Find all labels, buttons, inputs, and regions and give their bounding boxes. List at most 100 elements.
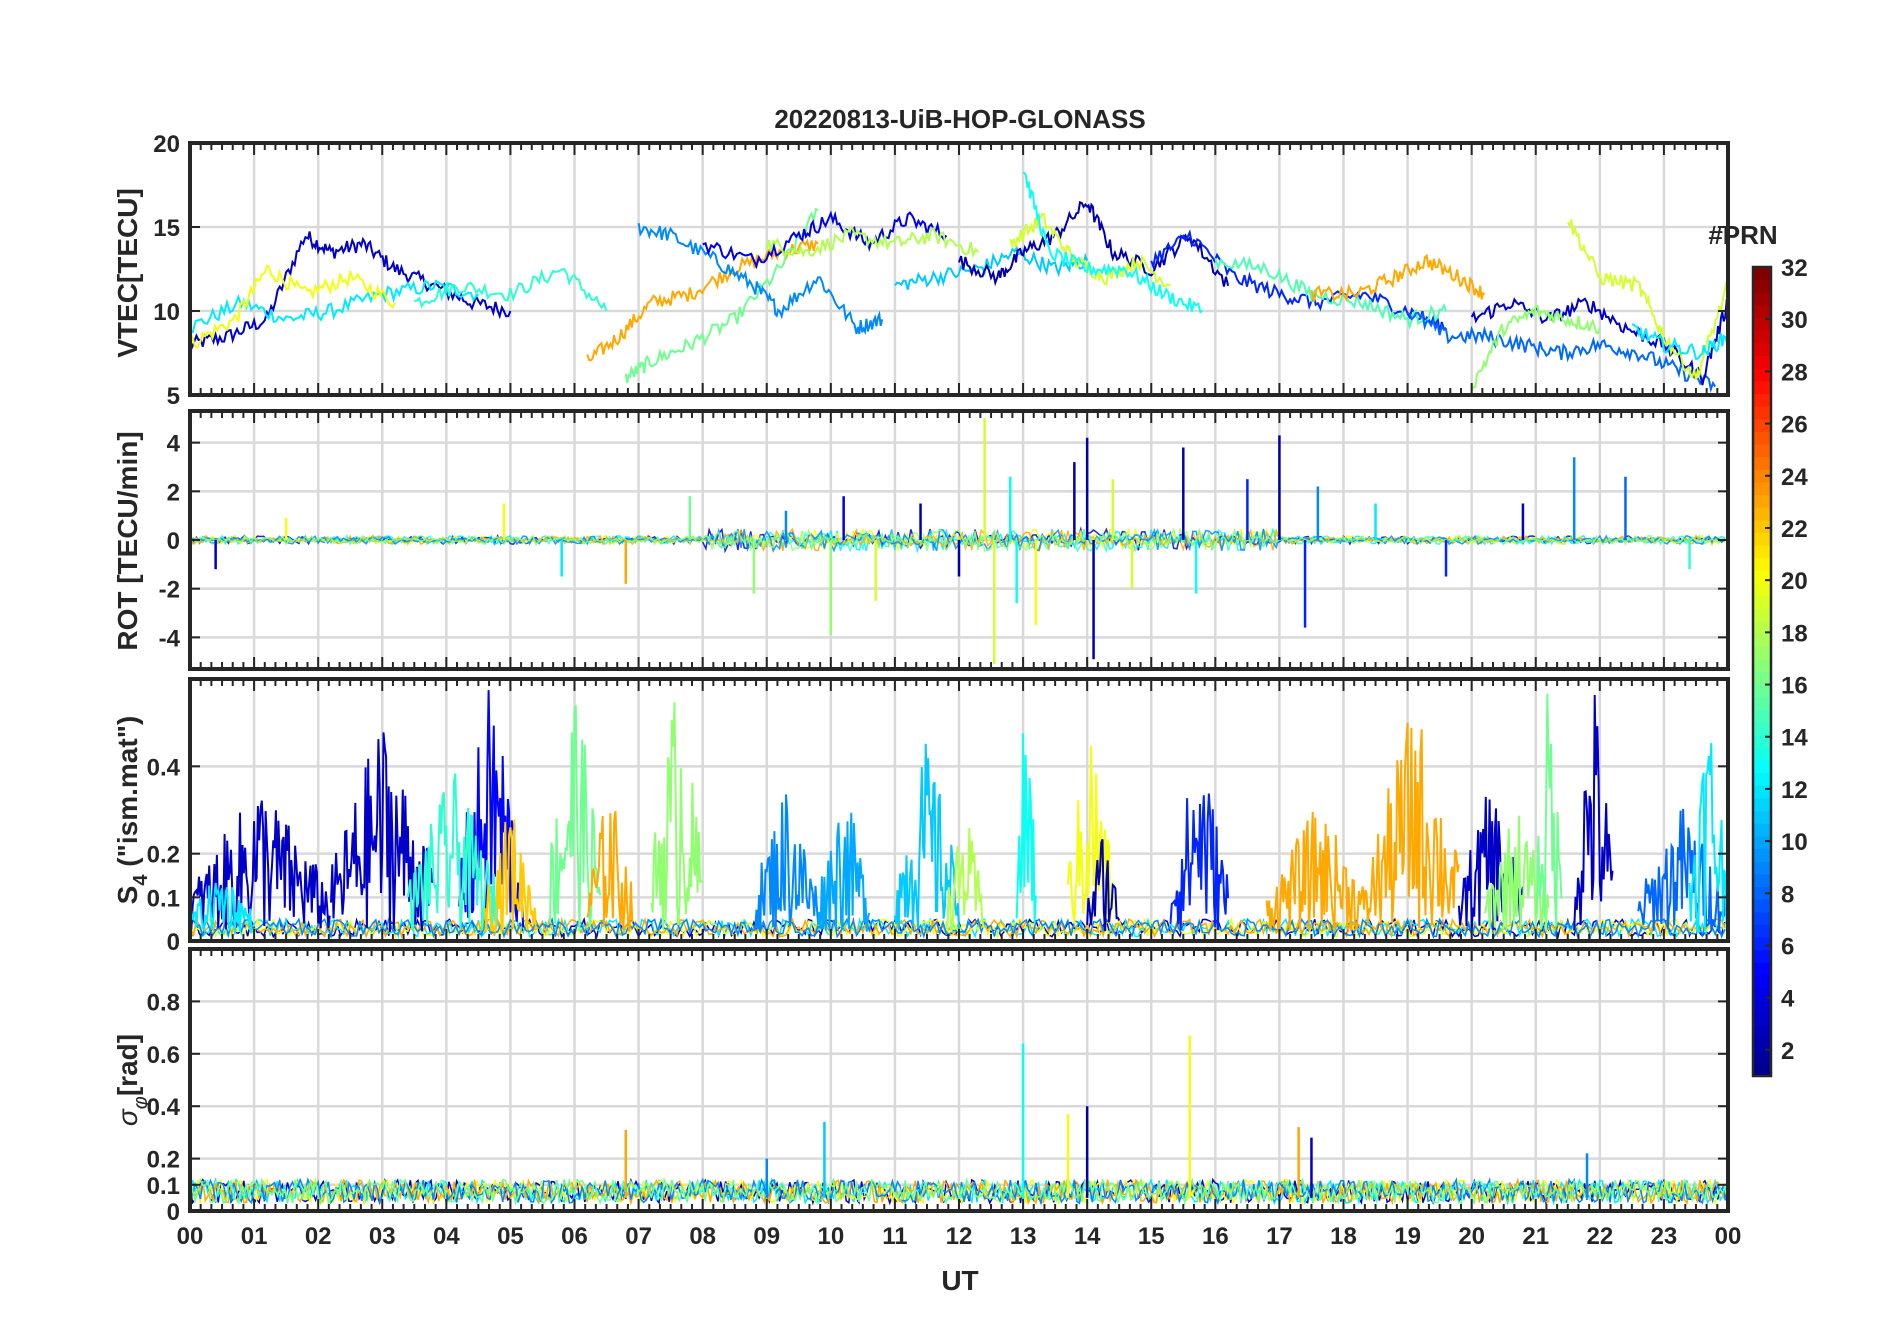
s4-burst-prn-22 bbox=[483, 819, 537, 933]
colorbar-tick-label: 22 bbox=[1781, 516, 1808, 543]
colorbar-swatch bbox=[1753, 545, 1771, 559]
colorbar-swatch bbox=[1753, 974, 1771, 989]
y-tick-label: 0.2 bbox=[147, 842, 180, 869]
x-tick-labels: 00 01 02 03 04 05 06 07 08 09 10 11 12 13 14 15 16 17 18 19… bbox=[177, 1223, 1742, 1250]
phase-ylabel-tail: [rad] bbox=[112, 1034, 143, 1096]
s4-burst-prn-3 bbox=[190, 800, 331, 930]
colorbar-swatch bbox=[1753, 772, 1771, 786]
y-tick-label: 0.8 bbox=[147, 989, 180, 1016]
y-tick-label: 0.4 bbox=[147, 1094, 181, 1121]
colorbar-swatch bbox=[1753, 380, 1771, 395]
s4-burst-prn-20 bbox=[1066, 745, 1114, 924]
colorbar-swatch bbox=[1753, 658, 1771, 673]
colorbar-swatch bbox=[1753, 481, 1771, 496]
colorbar-swatch bbox=[1753, 810, 1771, 824]
y-tick-label: 0.1 bbox=[147, 1173, 180, 1200]
y-tick-label: 0.1 bbox=[147, 885, 180, 912]
s4-ylabel-main: S bbox=[112, 886, 143, 905]
x-axis-label: UT bbox=[941, 1265, 978, 1296]
x-tick-label: 21 bbox=[1522, 1223, 1549, 1250]
phase-panel: 00.10.2 0.4 0.6 0.8 σφ[rad] bbox=[112, 947, 1730, 1226]
s4-burst-prn-18 bbox=[945, 827, 985, 933]
phase-ylabel-sub: φ bbox=[130, 1096, 152, 1109]
vtec-series-prn-6 bbox=[1150, 229, 1447, 333]
x-tick-label: 15 bbox=[1138, 1223, 1165, 1250]
colorbar-swatch bbox=[1753, 696, 1771, 711]
colorbar-swatch bbox=[1753, 987, 1771, 1001]
s4-burst-prn-23 bbox=[1265, 811, 1371, 933]
colorbar-tick-label: 4 bbox=[1781, 986, 1795, 1013]
colorbar-swatch bbox=[1753, 1000, 1771, 1014]
colorbar-swatch bbox=[1753, 1050, 1771, 1064]
vtec-series-prn-9 bbox=[637, 223, 884, 336]
colorbar-swatch bbox=[1753, 949, 1771, 963]
vtec-series-prn-11 bbox=[894, 245, 1089, 290]
colorbar-swatch bbox=[1753, 899, 1771, 913]
x-tick-label: 07 bbox=[625, 1223, 652, 1250]
vtec-ylabel: VTEC[TECU] bbox=[112, 188, 143, 358]
s4-panel: 0 0.1 0.2 0.4 S4 ("ism.mat") bbox=[112, 677, 1730, 956]
colorbar-swatch bbox=[1753, 456, 1771, 470]
colorbar-swatch bbox=[1753, 507, 1771, 521]
y-tick-label: 0.2 bbox=[147, 1147, 180, 1174]
rot-panel: -4 -2 0 2 4 ROT [TECU/min] bbox=[112, 409, 1730, 671]
rot-trace-prn-9 bbox=[190, 526, 1726, 553]
vtec-series-prn-23 bbox=[586, 238, 819, 362]
colorbar-swatch bbox=[1753, 620, 1771, 635]
x-tick-label: 23 bbox=[1651, 1223, 1678, 1250]
x-tick-label: 17 bbox=[1266, 1223, 1293, 1250]
y-tick-label: 2 bbox=[167, 479, 180, 506]
vtec-series-prn-4 bbox=[702, 210, 948, 270]
colorbar-swatch bbox=[1753, 936, 1771, 951]
colorbar-swatch bbox=[1753, 1012, 1771, 1027]
s4-ylabel: S4 ("ism.mat") bbox=[112, 716, 152, 905]
colorbar-tick-label: 2 bbox=[1781, 1038, 1794, 1065]
x-tick-label: 00 bbox=[1715, 1223, 1742, 1250]
phase-ylabel: σφ[rad] bbox=[112, 1034, 152, 1126]
colorbar-label: #PRN bbox=[1708, 220, 1777, 250]
colorbar-frame bbox=[1751, 265, 1773, 1078]
vtec-series-prn-17 bbox=[1470, 304, 1601, 392]
colorbar-swatch bbox=[1753, 608, 1771, 622]
colorbar-swatch bbox=[1753, 557, 1771, 571]
vtec-series-prn-19 bbox=[1566, 219, 1728, 381]
s4-burst-prn-11 bbox=[893, 743, 960, 931]
s4-burst-prn-2 bbox=[1086, 838, 1121, 932]
colorbar-swatch bbox=[1753, 671, 1771, 685]
colorbar-swatch bbox=[1753, 633, 1771, 647]
x-tick-label: 05 bbox=[497, 1223, 524, 1250]
phase-ylabel-main: σ bbox=[112, 1108, 143, 1126]
colorbar-swatch bbox=[1753, 519, 1771, 534]
vtec-series-prn-23 bbox=[1310, 253, 1486, 302]
colorbar-swatch bbox=[1753, 330, 1771, 344]
colorbar-swatch bbox=[1753, 431, 1771, 445]
colorbar-swatch bbox=[1753, 646, 1771, 660]
x-tick-label: 12 bbox=[946, 1223, 973, 1250]
x-tick-label: 14 bbox=[1074, 1223, 1101, 1250]
colorbar-swatch bbox=[1753, 570, 1771, 584]
x-tick-label: 04 bbox=[433, 1223, 460, 1250]
rot-ylabel: ROT [TECU/min] bbox=[112, 431, 143, 650]
x-tick-label: 19 bbox=[1394, 1223, 1421, 1250]
colorbar-tick-label: 26 bbox=[1781, 412, 1808, 439]
s4-burst-prn-14 bbox=[406, 773, 499, 931]
colorbar-tick-label: 30 bbox=[1781, 307, 1808, 334]
colorbar-swatch bbox=[1753, 886, 1771, 900]
y-tick-label: -2 bbox=[159, 577, 180, 604]
colorbar-swatch bbox=[1753, 443, 1771, 458]
y-tick-label: 0 bbox=[167, 528, 180, 555]
colorbar-swatch bbox=[1753, 924, 1771, 938]
vtec-series-prn-12 bbox=[190, 279, 480, 335]
colorbar-swatch bbox=[1753, 494, 1771, 508]
s4-ylabel-sub: 4 bbox=[130, 874, 152, 886]
x-tick-label: 10 bbox=[817, 1223, 844, 1250]
colorbar-swatch bbox=[1753, 1038, 1771, 1052]
vtec-series-prn-15 bbox=[1214, 255, 1447, 330]
colorbar-swatch bbox=[1753, 342, 1771, 357]
colorbar-swatch bbox=[1753, 317, 1771, 331]
colorbar-swatch bbox=[1753, 267, 1771, 281]
x-tick-label: 18 bbox=[1330, 1223, 1357, 1250]
vtec-series-prn-13 bbox=[1022, 171, 1203, 314]
y-tick-label: 0.6 bbox=[147, 1042, 180, 1069]
colorbar-swatch bbox=[1753, 911, 1771, 925]
